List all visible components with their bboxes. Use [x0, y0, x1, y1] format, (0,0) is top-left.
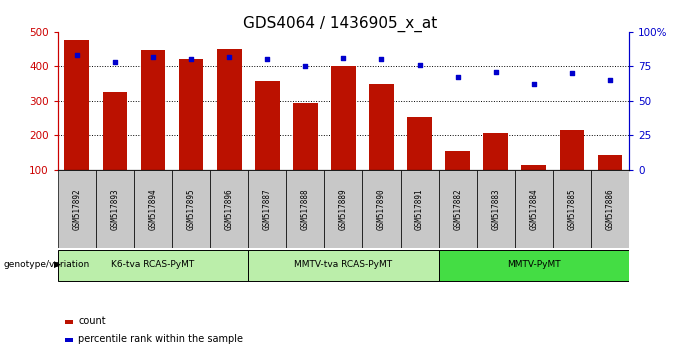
- Point: [186, 57, 197, 62]
- Point: [490, 69, 501, 75]
- Bar: [591, 170, 629, 248]
- Point: [528, 81, 539, 87]
- Point: [224, 54, 235, 59]
- Bar: [515, 170, 553, 248]
- Text: GDS4064 / 1436905_x_at: GDS4064 / 1436905_x_at: [243, 16, 437, 32]
- Bar: [407, 118, 432, 170]
- Text: GSM517883: GSM517883: [491, 188, 500, 230]
- Text: GSM517896: GSM517896: [224, 188, 234, 230]
- Bar: [248, 170, 286, 248]
- Text: GSM517893: GSM517893: [110, 188, 120, 230]
- Bar: [293, 103, 318, 170]
- Bar: [439, 170, 477, 248]
- Bar: [477, 170, 515, 248]
- Text: GSM517891: GSM517891: [415, 188, 424, 230]
- Point: [338, 55, 349, 61]
- Bar: [255, 81, 279, 170]
- Bar: [483, 133, 508, 170]
- Bar: [362, 170, 401, 248]
- Bar: [324, 170, 362, 248]
- Bar: [134, 170, 172, 248]
- Text: genotype/variation: genotype/variation: [3, 260, 90, 269]
- Point: [376, 57, 387, 62]
- Text: GSM517885: GSM517885: [567, 188, 577, 230]
- Bar: [210, 170, 248, 248]
- Text: MMTV-PyMT: MMTV-PyMT: [507, 260, 560, 269]
- Point: [414, 62, 425, 68]
- Point: [71, 52, 82, 58]
- Bar: [445, 151, 470, 170]
- Text: count: count: [78, 316, 106, 326]
- Text: GSM517895: GSM517895: [186, 188, 196, 230]
- Text: GSM517888: GSM517888: [301, 188, 310, 230]
- Bar: [331, 67, 356, 170]
- Text: GSM517886: GSM517886: [605, 188, 615, 230]
- Point: [566, 70, 577, 76]
- Text: GSM517887: GSM517887: [262, 188, 272, 230]
- Point: [452, 75, 463, 80]
- Bar: [65, 40, 89, 170]
- Text: GSM517884: GSM517884: [529, 188, 539, 230]
- Bar: [58, 170, 96, 248]
- Text: K6-tva RCAS-PyMT: K6-tva RCAS-PyMT: [112, 260, 194, 269]
- Bar: [369, 84, 394, 170]
- Bar: [217, 49, 241, 170]
- Text: GSM517889: GSM517889: [339, 188, 348, 230]
- Bar: [553, 170, 591, 248]
- Bar: [522, 165, 546, 170]
- Bar: [58, 250, 248, 281]
- Text: GSM517894: GSM517894: [148, 188, 158, 230]
- Text: percentile rank within the sample: percentile rank within the sample: [78, 334, 243, 344]
- Text: MMTV-tva RCAS-PyMT: MMTV-tva RCAS-PyMT: [294, 260, 392, 269]
- Bar: [286, 170, 324, 248]
- Text: GSM517892: GSM517892: [72, 188, 82, 230]
- Bar: [560, 130, 584, 170]
- Point: [109, 59, 120, 65]
- Bar: [103, 92, 127, 170]
- Point: [148, 54, 158, 59]
- Bar: [141, 50, 165, 170]
- Text: GSM517890: GSM517890: [377, 188, 386, 230]
- Bar: [179, 59, 203, 170]
- Text: ▶: ▶: [54, 260, 61, 269]
- Bar: [598, 155, 622, 170]
- Point: [605, 77, 615, 83]
- Point: [300, 64, 311, 69]
- Bar: [439, 250, 629, 281]
- Text: GSM517882: GSM517882: [453, 188, 462, 230]
- Bar: [401, 170, 439, 248]
- Bar: [96, 170, 134, 248]
- Bar: [172, 170, 210, 248]
- Bar: [248, 250, 439, 281]
- Point: [262, 57, 273, 62]
